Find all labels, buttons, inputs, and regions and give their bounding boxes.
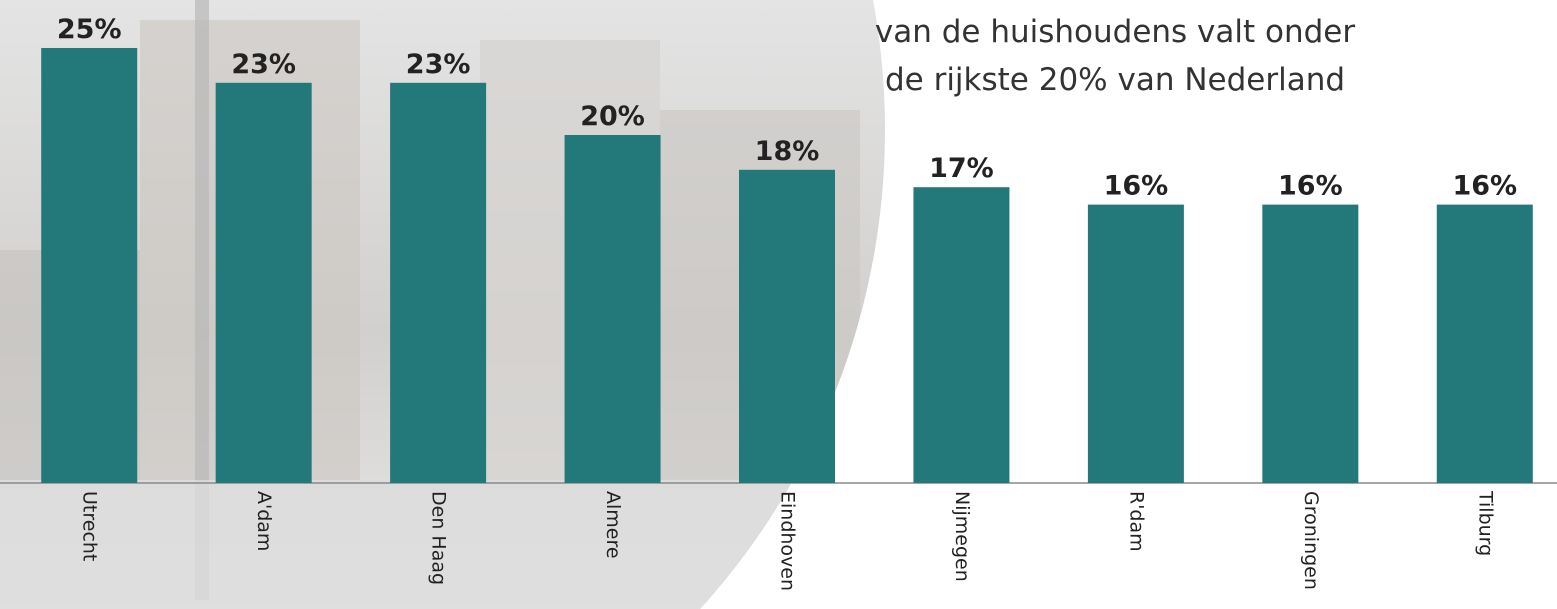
value-label: 16% bbox=[1278, 171, 1343, 202]
value-label: 23% bbox=[231, 49, 296, 80]
value-label: 18% bbox=[755, 136, 820, 167]
bar bbox=[41, 48, 137, 483]
x-tick-label: Nijmegen bbox=[951, 491, 973, 582]
value-label: 23% bbox=[406, 49, 471, 80]
bar bbox=[913, 187, 1009, 483]
x-tick-label: Tilburg bbox=[1474, 490, 1496, 556]
bar bbox=[1088, 205, 1184, 483]
bar bbox=[1437, 205, 1533, 483]
value-label: 16% bbox=[1104, 171, 1169, 202]
x-tick-label: Utrecht bbox=[79, 491, 101, 561]
x-tick-label: R'dam bbox=[1125, 491, 1147, 552]
bar bbox=[216, 83, 312, 483]
x-tick-label: Groningen bbox=[1300, 491, 1322, 590]
value-label: 17% bbox=[929, 153, 994, 184]
x-tick-label: Eindhoven bbox=[777, 491, 799, 591]
bar bbox=[565, 135, 661, 483]
x-tick-label: Den Haag bbox=[428, 491, 450, 585]
chart: van de huishoudens valt onder de rijkste… bbox=[0, 0, 1557, 609]
value-label: 16% bbox=[1452, 171, 1517, 202]
value-label: 20% bbox=[580, 101, 645, 132]
value-label: 25% bbox=[57, 14, 122, 45]
bar bbox=[739, 170, 835, 483]
x-tick-label: Almere bbox=[602, 491, 624, 559]
bar bbox=[390, 83, 486, 483]
x-tick-label: A'dam bbox=[253, 491, 275, 551]
chart-title: van de huishoudens valt onder bbox=[875, 14, 1355, 50]
chart-title: de rijkste 20% van Nederland bbox=[885, 62, 1345, 98]
bar bbox=[1262, 205, 1358, 483]
